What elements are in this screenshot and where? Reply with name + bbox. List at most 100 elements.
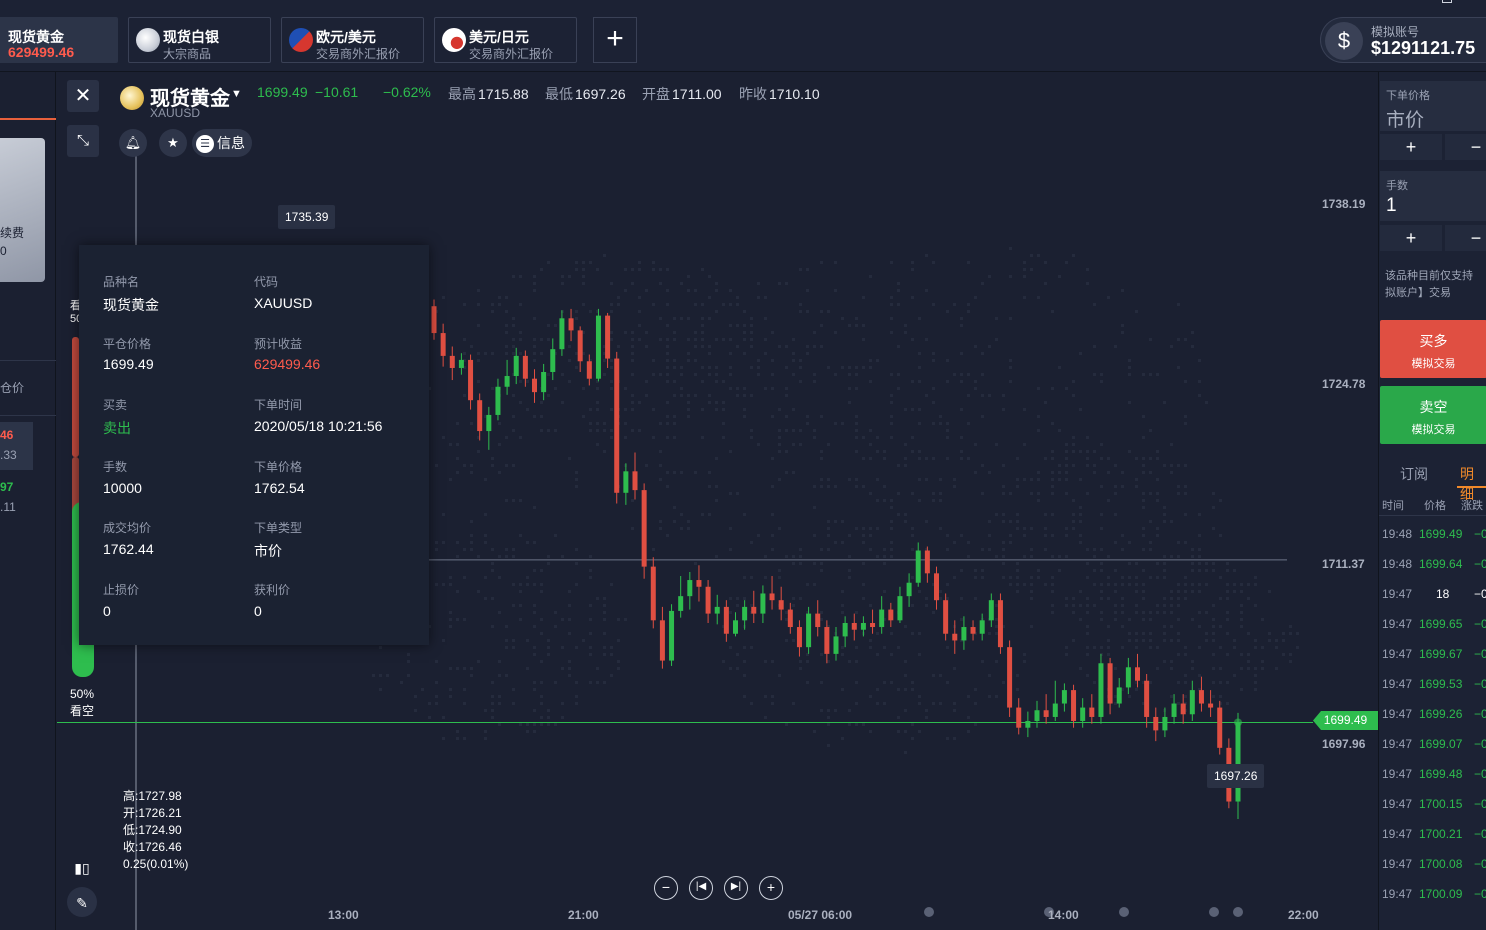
price-plus-button[interactable]: +: [1380, 134, 1442, 160]
map-dot: [1198, 674, 1201, 677]
map-dot: [1240, 590, 1243, 593]
add-tab-button[interactable]: +: [593, 17, 637, 63]
map-dot: [1233, 590, 1236, 593]
map-dot: [533, 275, 536, 278]
map-dot: [883, 590, 886, 593]
lots-plus-button[interactable]: +: [1380, 225, 1442, 251]
map-dot: [918, 457, 921, 460]
map-dot: [547, 709, 550, 712]
tab-spot-gold[interactable]: 现货黄金 629499.46: [0, 17, 118, 63]
lots-input[interactable]: 手数 1: [1380, 171, 1486, 221]
position-row-selected[interactable]: 46 .33: [0, 422, 33, 470]
map-dot: [547, 429, 550, 432]
zoom-in-button[interactable]: +: [759, 876, 783, 900]
map-dot: [1044, 401, 1047, 404]
map-dot: [631, 282, 634, 285]
map-dot: [1121, 331, 1124, 334]
map-dot: [1261, 618, 1264, 621]
map-dot: [477, 289, 480, 292]
map-dot: [1079, 478, 1082, 481]
tab-eur-usd[interactable]: 欧元/美元 交易商外汇报价: [281, 17, 424, 63]
map-dot: [470, 534, 473, 537]
order-price-box[interactable]: 下单价格 市价: [1380, 81, 1486, 131]
map-dot: [554, 611, 557, 614]
map-dot: [1086, 464, 1089, 467]
star-icon[interactable]: ★: [159, 129, 187, 157]
sell-label: 卖空: [1419, 399, 1448, 415]
map-dot: [1016, 520, 1019, 523]
map-dot: [456, 443, 459, 446]
open-label: 开盘: [642, 86, 670, 102]
map-dot: [974, 576, 977, 579]
map-dot: [1037, 387, 1040, 390]
account-badge[interactable]: $ 模拟账号 $1291121.75: [1320, 17, 1486, 63]
high-stat: 最高 1715.88: [448, 84, 529, 104]
map-dot: [1065, 387, 1068, 390]
map-dot: [1072, 639, 1075, 642]
jump-start-button[interactable]: |◀: [689, 876, 713, 900]
map-dot: [1296, 646, 1299, 649]
map-dot: [498, 303, 501, 306]
map-dot: [1233, 639, 1236, 642]
map-dot: [1107, 639, 1110, 642]
position-card[interactable]: 续费 0: [0, 138, 45, 282]
price-minus-button[interactable]: −: [1445, 134, 1486, 160]
map-dot: [911, 527, 914, 530]
tab-usd-jpy[interactable]: 美元/日元 交易商外汇报价: [434, 17, 577, 63]
map-dot: [953, 702, 956, 705]
collapse-icon[interactable]: ⤡: [67, 125, 99, 157]
map-dot: [624, 422, 627, 425]
map-dot: [785, 345, 788, 348]
window-control-icon[interactable]: [1442, 0, 1452, 3]
pencil-icon[interactable]: ✎: [67, 887, 97, 917]
map-dot: [785, 471, 788, 474]
tab-subscribe[interactable]: 订阅: [1400, 466, 1428, 482]
map-dot: [841, 366, 844, 369]
map-dot: [1030, 555, 1033, 558]
map-dot: [463, 576, 466, 579]
map-dot: [582, 275, 585, 278]
map-dot: [722, 408, 725, 411]
map-dot: [624, 387, 627, 390]
buy-long-button[interactable]: 买多 模拟交易: [1380, 320, 1486, 378]
candle-body: [1080, 707, 1086, 721]
candle-type-icon[interactable]: ▮▯: [74, 860, 90, 876]
map-dot: [1177, 604, 1180, 607]
sell-short-button[interactable]: 卖空 模拟交易: [1380, 386, 1486, 444]
map-dot: [890, 415, 893, 418]
position-row[interactable]: 97 .11: [0, 474, 33, 522]
map-dot: [561, 282, 564, 285]
tick-change: −0: [1474, 527, 1486, 541]
map-dot: [512, 429, 515, 432]
map-dot: [687, 317, 690, 320]
map-dot: [582, 639, 585, 642]
tab-detail[interactable]: 明细: [1460, 466, 1474, 502]
map-dot: [764, 555, 767, 558]
map-dot: [883, 548, 886, 551]
price-chart[interactable]: ✕ ⤡ 现货黄金 ▼ XAUUSD 1699.49 −10.61 −0.62% …: [57, 72, 1378, 930]
map-dot: [1170, 345, 1173, 348]
map-dot: [631, 429, 634, 432]
lots-minus-button[interactable]: −: [1445, 225, 1486, 251]
tab-spot-silver[interactable]: 现货白银 大宗商品: [128, 17, 271, 63]
symbol-name[interactable]: 现货黄金: [150, 88, 230, 110]
map-dot: [848, 709, 851, 712]
map-dot: [1135, 583, 1138, 586]
map-dot: [694, 359, 697, 362]
map-dot: [1212, 506, 1215, 509]
map-dot: [1170, 520, 1173, 523]
candle-body: [842, 623, 848, 637]
jump-end-button[interactable]: ▶|: [724, 876, 748, 900]
map-dot: [1072, 597, 1075, 600]
trade-note: 该品种目前仅支持 拟账户】交易: [1385, 268, 1473, 302]
map-dot: [967, 422, 970, 425]
map-dot: [533, 317, 536, 320]
map-dot: [526, 576, 529, 579]
zoom-out-button[interactable]: −: [654, 876, 678, 900]
map-dot: [617, 660, 620, 663]
bell-icon[interactable]: 🔔︎: [119, 129, 147, 157]
info-button[interactable]: ☰ 信息: [192, 129, 252, 157]
chevron-down-icon[interactable]: ▼: [231, 88, 242, 100]
close-button[interactable]: ✕: [67, 80, 99, 112]
map-dot: [925, 478, 928, 481]
